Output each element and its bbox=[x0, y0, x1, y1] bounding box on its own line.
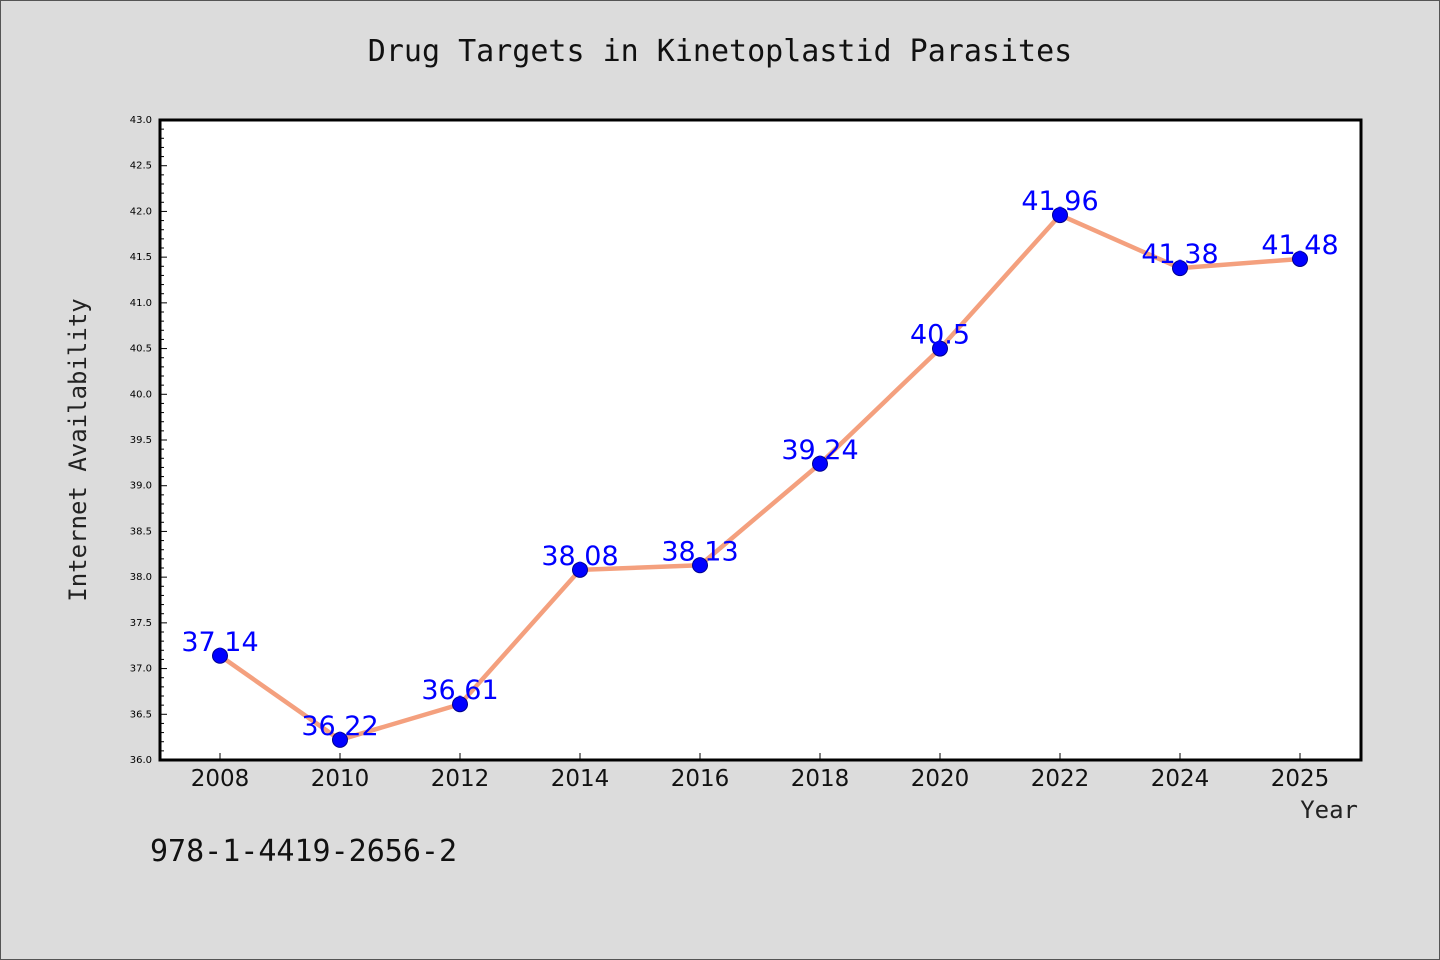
y-tick-label: 40.0 bbox=[130, 389, 152, 400]
x-tick-label: 2016 bbox=[671, 766, 730, 792]
data-point bbox=[1172, 260, 1188, 277]
x-tick-label: 2024 bbox=[1151, 766, 1210, 792]
data-point bbox=[1292, 250, 1308, 267]
data-label: 41.96 bbox=[1021, 186, 1098, 217]
data-label: 38.08 bbox=[541, 541, 618, 572]
data-label: 36.22 bbox=[301, 711, 378, 742]
x-tick-label: 2014 bbox=[551, 766, 610, 792]
y-tick-label: 39.5 bbox=[130, 435, 152, 446]
data-point bbox=[572, 561, 588, 578]
y-tick-label: 42.0 bbox=[130, 206, 152, 217]
y-tick-label: 37.5 bbox=[130, 618, 152, 629]
y-tick-label: 43.0 bbox=[130, 115, 152, 126]
y-tick-label: 38.5 bbox=[130, 526, 152, 537]
data-label: 41.48 bbox=[1261, 230, 1338, 261]
data-label: 38.13 bbox=[661, 536, 738, 567]
data-label: 36.61 bbox=[421, 675, 498, 706]
data-label: 41.38 bbox=[1141, 239, 1218, 270]
data-point bbox=[332, 731, 348, 748]
chart-title: Drug Targets in Kinetoplastid Parasites bbox=[367, 34, 1073, 69]
y-tick-label: 36.5 bbox=[130, 709, 152, 720]
data-point bbox=[932, 340, 948, 357]
x-tick-label: 2008 bbox=[191, 766, 250, 792]
x-tick-label: 2010 bbox=[311, 766, 370, 792]
x-tick-label: 2020 bbox=[911, 766, 970, 792]
x-axis-label: Year bbox=[1300, 796, 1358, 824]
data-point bbox=[1052, 207, 1068, 224]
x-tick-label: 2018 bbox=[791, 766, 850, 792]
data-point bbox=[212, 647, 228, 664]
data-point bbox=[812, 455, 828, 472]
x-tick-label: 2022 bbox=[1031, 766, 1090, 792]
y-tick-label: 41.0 bbox=[130, 298, 152, 309]
y-tick-label: 40.5 bbox=[130, 344, 152, 355]
data-label: 40.5 bbox=[910, 320, 970, 351]
x-tick-label: 2025 bbox=[1271, 766, 1330, 792]
y-tick-label: 36.0 bbox=[130, 755, 152, 766]
data-point bbox=[692, 557, 708, 574]
y-tick-label: 38.0 bbox=[130, 572, 152, 583]
x-tick-label: 2012 bbox=[431, 766, 490, 792]
y-tick-label: 37.0 bbox=[130, 664, 152, 675]
data-label: 37.14 bbox=[181, 627, 258, 658]
data-label: 39.24 bbox=[781, 435, 858, 466]
plot-area bbox=[158, 118, 1363, 762]
y-tick-label: 39.0 bbox=[130, 481, 152, 492]
y-tick-label: 41.5 bbox=[130, 252, 152, 263]
y-tick-label: 42.5 bbox=[130, 161, 152, 172]
series-line bbox=[217, 212, 1303, 743]
isbn-text: 978-1-4419-2656-2 bbox=[150, 834, 458, 869]
data-point bbox=[452, 696, 468, 713]
